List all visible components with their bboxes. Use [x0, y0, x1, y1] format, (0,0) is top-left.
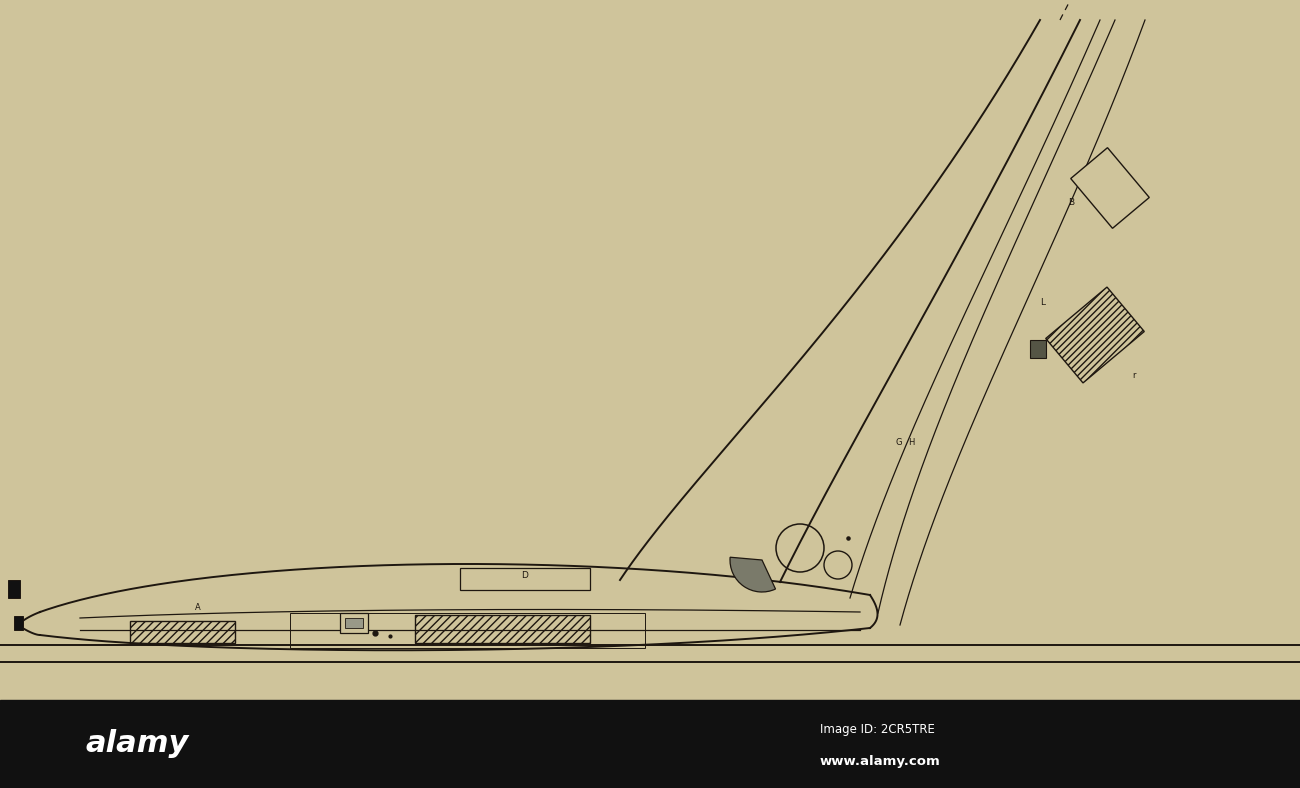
- Text: r: r: [1132, 371, 1135, 380]
- Text: L: L: [1040, 298, 1045, 307]
- Text: A: A: [195, 603, 200, 612]
- Wedge shape: [731, 557, 776, 592]
- Text: alamy: alamy: [84, 730, 188, 759]
- Polygon shape: [1071, 147, 1149, 229]
- Text: www.alamy.com: www.alamy.com: [820, 756, 941, 768]
- Bar: [415, 615, 590, 643]
- Bar: [1030, 340, 1047, 358]
- Text: D: D: [521, 571, 528, 580]
- Bar: [0, 700, 1300, 788]
- Text: H: H: [907, 438, 914, 447]
- Bar: [14, 616, 23, 630]
- Bar: [460, 568, 590, 590]
- Bar: [344, 618, 363, 628]
- Text: B: B: [1069, 198, 1074, 207]
- Bar: [290, 613, 645, 648]
- Bar: [130, 621, 235, 643]
- Text: Image ID: 2CR5TRE: Image ID: 2CR5TRE: [820, 723, 935, 737]
- Text: G: G: [894, 438, 901, 447]
- Bar: [341, 613, 368, 633]
- Bar: [8, 580, 20, 598]
